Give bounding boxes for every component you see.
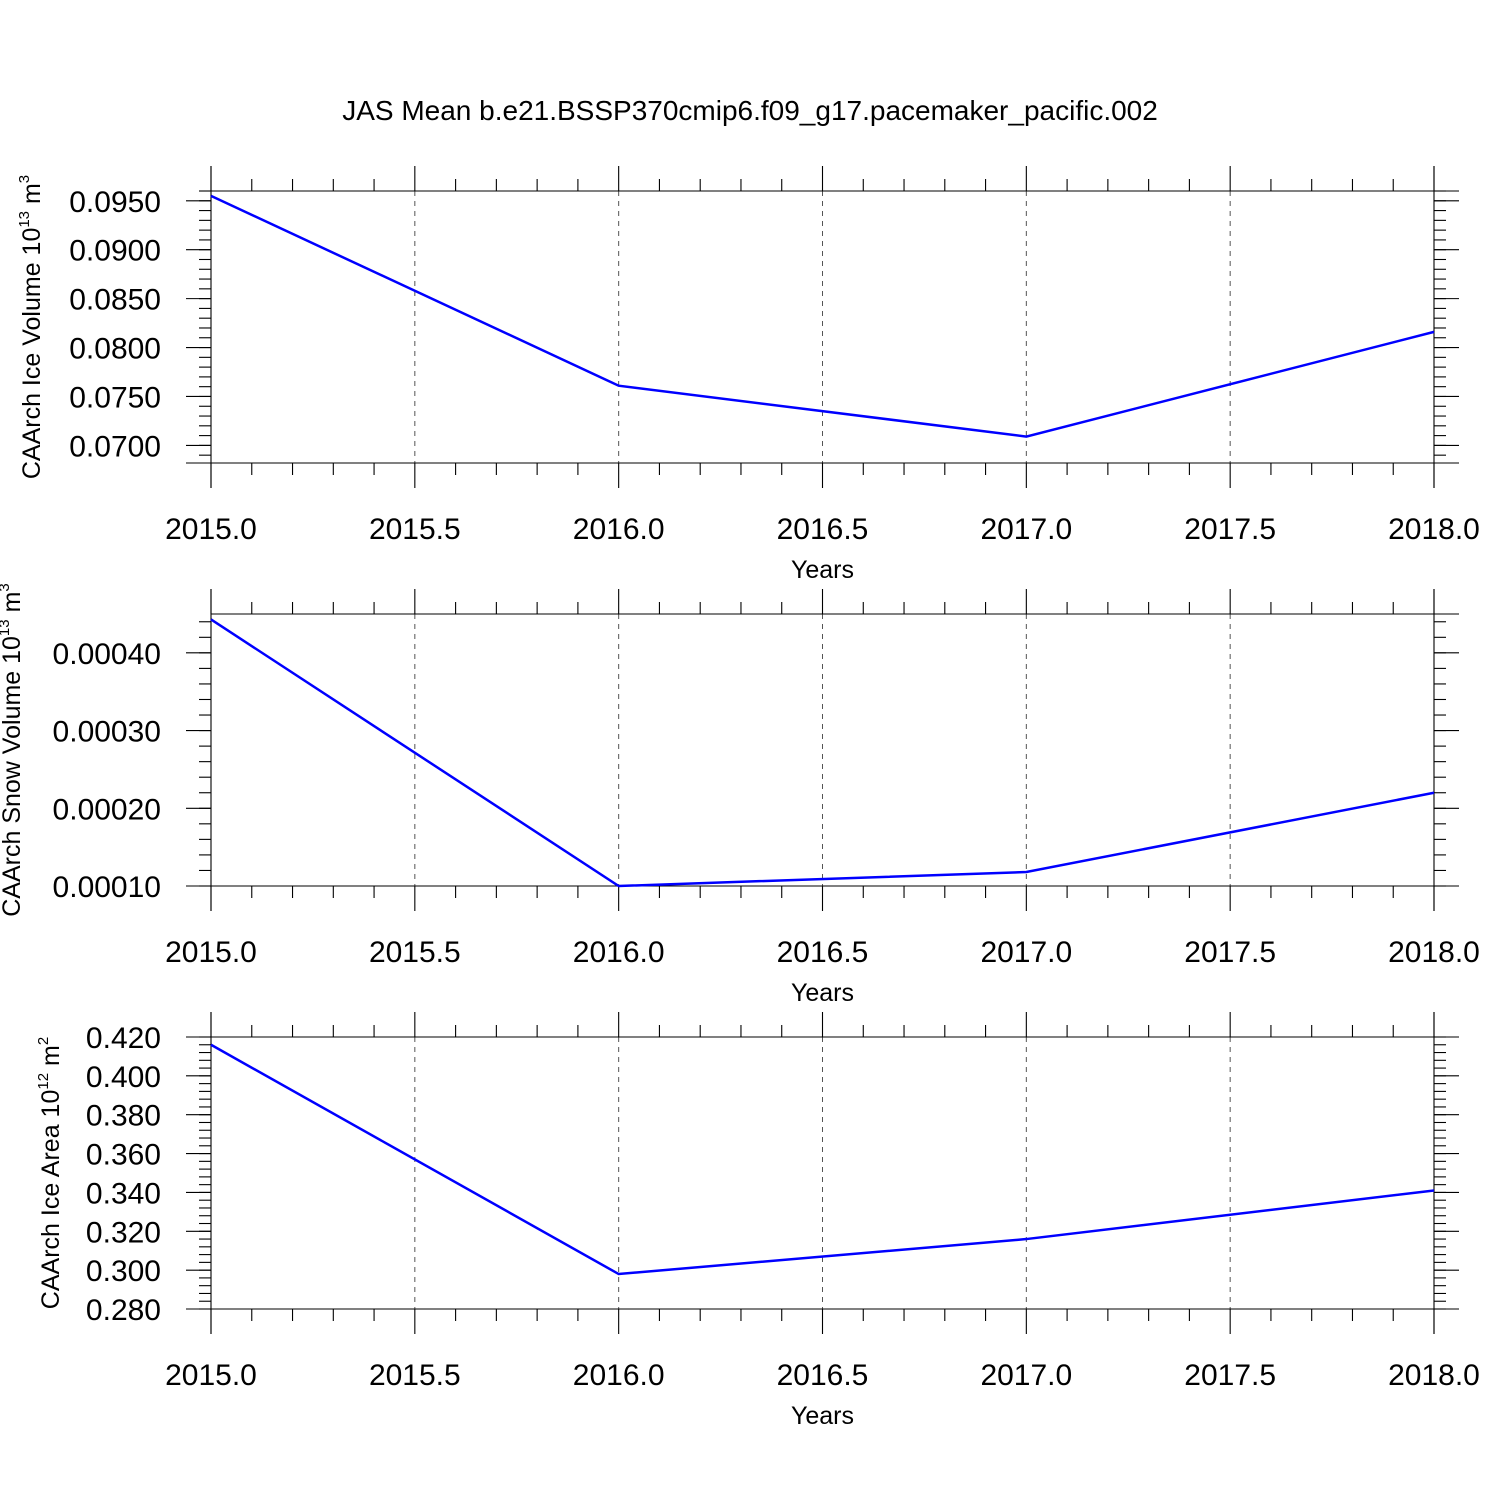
x-tick-label: 2016.0: [573, 1359, 665, 1392]
x-tick-label: 2015.5: [369, 513, 461, 546]
x-tick-label: 2017.0: [980, 936, 1072, 969]
x-tick-label: 2018.0: [1388, 513, 1480, 546]
x-tick-label: 2017.0: [980, 513, 1072, 546]
x-axis-label: Years: [791, 556, 854, 584]
y-tick-label: 0.280: [86, 1294, 161, 1327]
panel-2: 2015.0 2015.5 2016.0 2016.5 2017.0 2017.5 2018…: [0, 583, 1480, 1007]
y-tick-label: 0.420: [86, 1022, 161, 1055]
x-tick-label: 2016.0: [573, 936, 665, 969]
y-tick-label: 0.0800: [69, 333, 161, 366]
y-axis-label-text: m: [37, 1045, 65, 1073]
x-tick-label: 2015.0: [165, 513, 257, 546]
y-tick-label: 0.0900: [69, 235, 161, 268]
x-axis-label: Years: [791, 1402, 854, 1430]
x-tick-label: 2015.5: [369, 936, 461, 969]
y-tick-label: 0.320: [86, 1216, 161, 1249]
y-tick-label: 0.380: [86, 1100, 161, 1133]
x-tick-label: 2018.0: [1388, 936, 1480, 969]
series-line: [210, 1043, 1435, 1276]
y-axis-label-superscript: 3: [16, 175, 33, 183]
x-tick-label: 2016.5: [777, 936, 869, 969]
y-axis-label-text: CAArch Snow Volume 10: [0, 636, 26, 917]
x-axis-label: Years: [791, 979, 854, 1007]
x-tick-label: 2018.0: [1388, 1359, 1480, 1392]
y-axis-label-text: m: [0, 592, 26, 620]
x-tick-label: 2015.5: [369, 1359, 461, 1392]
x-tick-label: 2015.0: [165, 1359, 257, 1392]
y-axis-label: CAArch Ice Volume 1013 m3: [16, 175, 46, 479]
x-tick-label: 2017.5: [1184, 1359, 1276, 1392]
y-tick-label: 0.0750: [69, 381, 161, 414]
y-axis-label-text: CAArch Ice Volume 10: [18, 228, 46, 480]
y-axis-label-superscript: 2: [35, 1037, 52, 1045]
y-tick-label: 0.00040: [53, 638, 161, 671]
y-axis-label-text: m: [18, 183, 46, 211]
series-line: [210, 194, 1435, 438]
x-tick-label: 2017.5: [1184, 513, 1276, 546]
y-tick-label: 0.00020: [53, 793, 161, 826]
y-tick-label: 0.400: [86, 1061, 161, 1094]
panels: 2015.0 2015.5 2016.0 2016.5 2017.0 2017.5 2018…: [0, 166, 1480, 1430]
panel-3: 2015.0 2015.5 2016.0 2016.5 2017.0 2017.5 2018…: [35, 1012, 1480, 1430]
y-tick-label: 0.00010: [53, 871, 161, 904]
x-tick-label: 2015.0: [165, 936, 257, 969]
x-tick-label: 2016.0: [573, 513, 665, 546]
y-axis-label: CAArch Ice Area 1012 m2: [35, 1037, 65, 1309]
y-axis-label: CAArch Snow Volume 1013 m3: [0, 583, 26, 917]
y-tick-label: 0.300: [86, 1255, 161, 1288]
y-tick-label: 0.0700: [69, 430, 161, 463]
chart-title: JAS Mean b.e21.BSSP370cmip6.f09_g17.pace…: [342, 95, 1158, 126]
y-axis-label-superscript: 12: [35, 1073, 52, 1090]
y-axis-label-superscript: 13: [0, 619, 13, 636]
x-tick-label: 2016.5: [777, 513, 869, 546]
y-tick-label: 0.00030: [53, 716, 161, 749]
y-axis-label-superscript: 3: [0, 583, 13, 591]
y-tick-label: 0.340: [86, 1177, 161, 1210]
y-axis-label-text: CAArch Ice Area 10: [37, 1090, 65, 1310]
y-tick-label: 0.0850: [69, 284, 161, 317]
panel-1: 2015.0 2015.5 2016.0 2016.5 2017.0 2017.5 2018…: [16, 166, 1480, 584]
series-line: [210, 618, 1435, 888]
y-tick-label: 0.0950: [69, 186, 161, 219]
x-tick-label: 2017.5: [1184, 936, 1276, 969]
x-tick-label: 2016.5: [777, 1359, 869, 1392]
y-axis-label-superscript: 13: [16, 211, 33, 228]
y-tick-label: 0.360: [86, 1139, 161, 1172]
x-tick-label: 2017.0: [980, 1359, 1072, 1392]
